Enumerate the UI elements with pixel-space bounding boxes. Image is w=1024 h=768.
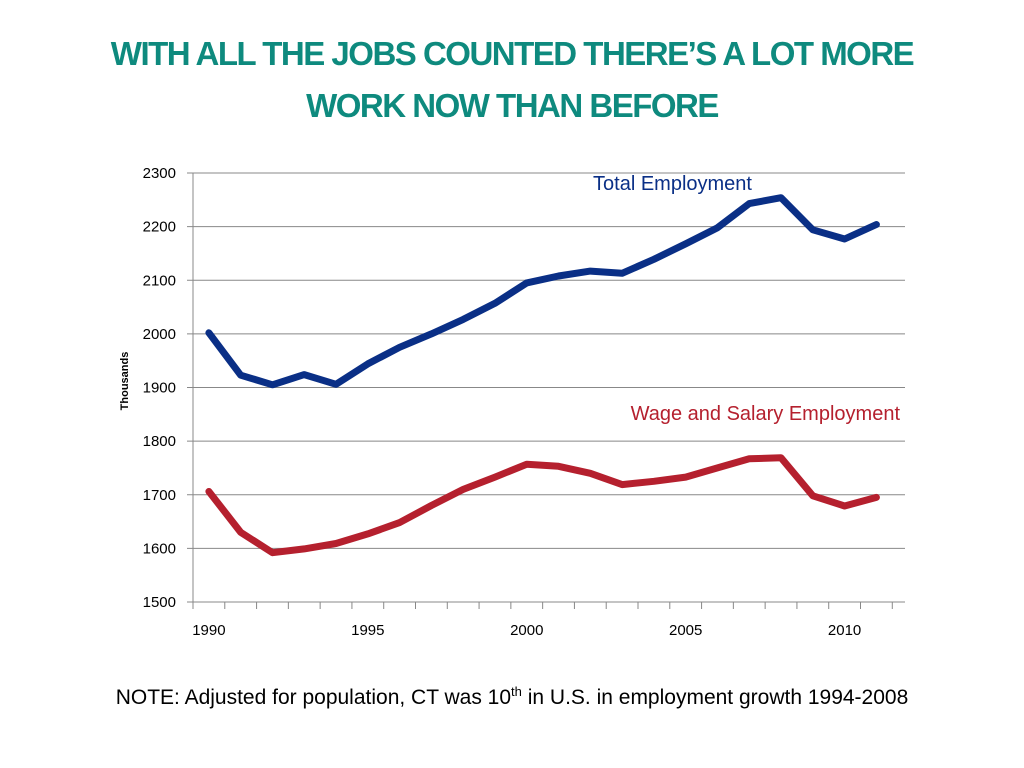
x-tick-label-1995: 1995	[351, 622, 384, 639]
y-tick-label-1600: 1600	[143, 540, 176, 557]
y-tick-label-2200: 2200	[143, 219, 176, 236]
series-line-total-employment	[205, 194, 880, 389]
y-tick-label-2100: 2100	[143, 272, 176, 289]
footnote-text-end: in U.S. in employment growth 1994-2008	[521, 686, 909, 709]
x-tick-label-1990: 1990	[192, 622, 225, 639]
y-tick-label-1700: 1700	[143, 487, 176, 504]
y-tick-label-1800: 1800	[143, 433, 176, 450]
x-tick-label-2010: 2010	[828, 622, 861, 639]
x-tick-label-2000: 2000	[510, 622, 543, 639]
footnote-superscript: th	[511, 684, 522, 699]
footnote-text: NOTE: Adjusted for population, CT was 10	[115, 686, 512, 709]
title-line-1: WITH ALL THE JOBS COUNTED THERE’S A LOT …	[110, 35, 915, 72]
x-tick-label-2005: 2005	[669, 622, 702, 639]
y-tick-label-1500: 1500	[143, 594, 176, 611]
slide-title: WITH ALL THE JOBS COUNTED THERE’S A LOT …	[20, 28, 1004, 132]
title-line-2: WORK NOW THAN BEFORE	[306, 87, 719, 124]
footnote: NOTE: Adjusted for population, CT was 10…	[0, 684, 1024, 710]
y-tick-label-1900: 1900	[143, 380, 176, 397]
series-label-total-employment: Total Employment	[593, 173, 752, 195]
series-line-wage-salary-employment	[205, 454, 880, 557]
y-tick-label-2300: 2300	[143, 165, 176, 182]
employment-line-chart: 1500 1600 1700 1800 1900 2000 2100 2200 2300 1990…	[119, 165, 905, 639]
y-tick-label-2000: 2000	[143, 326, 176, 343]
y-axis-label: Thousands	[119, 352, 131, 411]
series-label-wage-salary-employment: Wage and Salary Employment	[631, 403, 901, 425]
